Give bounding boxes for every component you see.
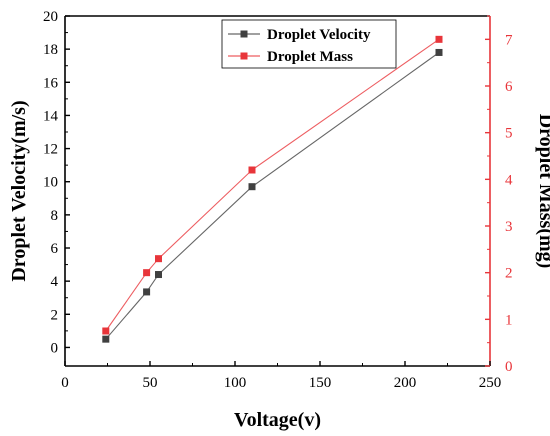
droplet-velocity-point: [143, 288, 151, 296]
x-tick-label: 250: [479, 375, 502, 391]
x-tick-label: 0: [61, 375, 69, 391]
droplet-mass-point: [143, 269, 151, 277]
droplet-velocity-point: [435, 48, 443, 56]
y-right-tick-label: 6: [505, 79, 513, 95]
droplet-velocity-point: [155, 271, 162, 279]
y-left-tick-label: 20: [43, 9, 58, 25]
y-left-tick-label: 4: [51, 274, 59, 290]
series-layer: [102, 35, 443, 343]
droplet-mass-point: [248, 166, 256, 174]
legend-droplet-mass-marker: [240, 52, 248, 60]
y-axis-left-title: Droplet Velocity(m/s): [8, 100, 30, 281]
y-left-tick-label: 14: [43, 108, 59, 124]
y-right-tick-label: 0: [505, 359, 513, 375]
droplet-velocity-point: [102, 335, 110, 343]
legend-droplet-velocity-label: Droplet Velocity: [267, 27, 371, 43]
y-left-tick-label: 12: [43, 142, 58, 158]
droplet-mass-point: [435, 35, 443, 43]
droplet-mass-point: [102, 327, 110, 335]
y-right-tick-label: 1: [505, 312, 513, 328]
y-right-tick-label: 4: [505, 172, 513, 188]
droplet-velocity-line: [105, 52, 440, 340]
y-left-tick-label: 16: [43, 75, 59, 91]
x-tick-label: 100: [224, 375, 247, 391]
x-tick-label: 200: [394, 375, 417, 391]
y-left-tick-label: 6: [51, 241, 59, 257]
y-left-tick-label: 0: [51, 340, 59, 356]
droplet-velocity-point: [248, 183, 256, 191]
legend: Droplet Velocity Droplet Mass: [221, 19, 397, 69]
droplet-mass-line: [105, 38, 440, 332]
y-right-tick-label: 5: [505, 126, 513, 142]
y-right-tick-label: 7: [505, 32, 513, 48]
legend-droplet-velocity-marker: [240, 30, 248, 38]
legend-droplet-mass-label: Droplet Mass: [267, 49, 353, 65]
y-left-tick-label: 18: [43, 42, 58, 58]
y-left-tick-label: 8: [51, 208, 59, 224]
droplet-mass-point: [155, 255, 162, 263]
y-left-tick-label: 2: [51, 307, 59, 323]
y-axis-right-title: Droplet Mass(mg): [535, 114, 550, 269]
y-right-tick-label: 3: [505, 219, 513, 235]
y-right-tick-label: 2: [505, 266, 513, 282]
y-left-tick-label: 10: [43, 175, 58, 191]
legend-box: [221, 19, 397, 69]
x-tick-label: 50: [143, 375, 158, 391]
x-tick-label: 150: [309, 375, 332, 391]
x-axis-title: Voltage(v): [234, 409, 321, 431]
